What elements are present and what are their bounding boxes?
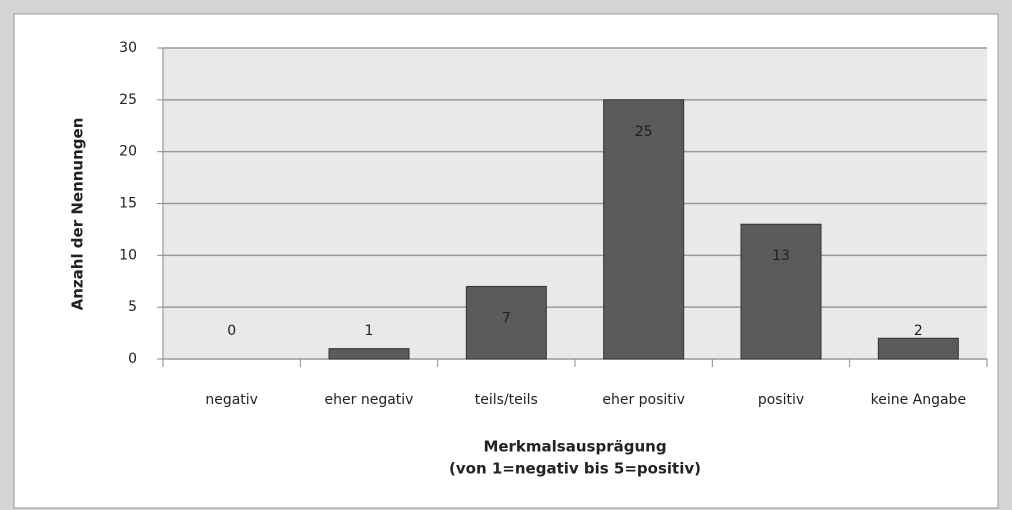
y-axis-title: Anzahl der Nennungen [69, 118, 87, 311]
data-label: 7 [502, 310, 511, 326]
x-tick-label: keine Angabe [871, 392, 966, 408]
data-label: 13 [772, 248, 790, 264]
y-tick-label: 0 [128, 351, 137, 367]
y-tick-label: 20 [119, 144, 137, 160]
bar [603, 99, 685, 360]
data-label: 25 [635, 124, 653, 140]
data-label: 1 [365, 323, 374, 339]
bar [877, 337, 959, 360]
x-tick-label: eher negativ [325, 392, 414, 408]
data-label: 2 [914, 323, 923, 339]
bar [740, 223, 822, 360]
x-tick-label: positiv [758, 392, 804, 408]
x-tick-label: teils/teils [475, 392, 538, 408]
x-tick-label: eher positiv [602, 392, 685, 408]
y-tick-label: 5 [128, 299, 137, 315]
x-axis-subtitle: (von 1=negativ bis 5=positiv) [449, 460, 701, 478]
bar [328, 348, 410, 360]
y-tick-label: 15 [119, 196, 137, 212]
y-tick-label: 30 [119, 40, 137, 56]
x-tick-label: negativ [205, 392, 258, 408]
data-label: 0 [227, 323, 236, 339]
bar [465, 285, 547, 360]
y-tick-label: 25 [119, 92, 137, 108]
y-tick-label: 10 [119, 247, 137, 263]
x-axis-title: Merkmalsausprägung [483, 438, 666, 456]
